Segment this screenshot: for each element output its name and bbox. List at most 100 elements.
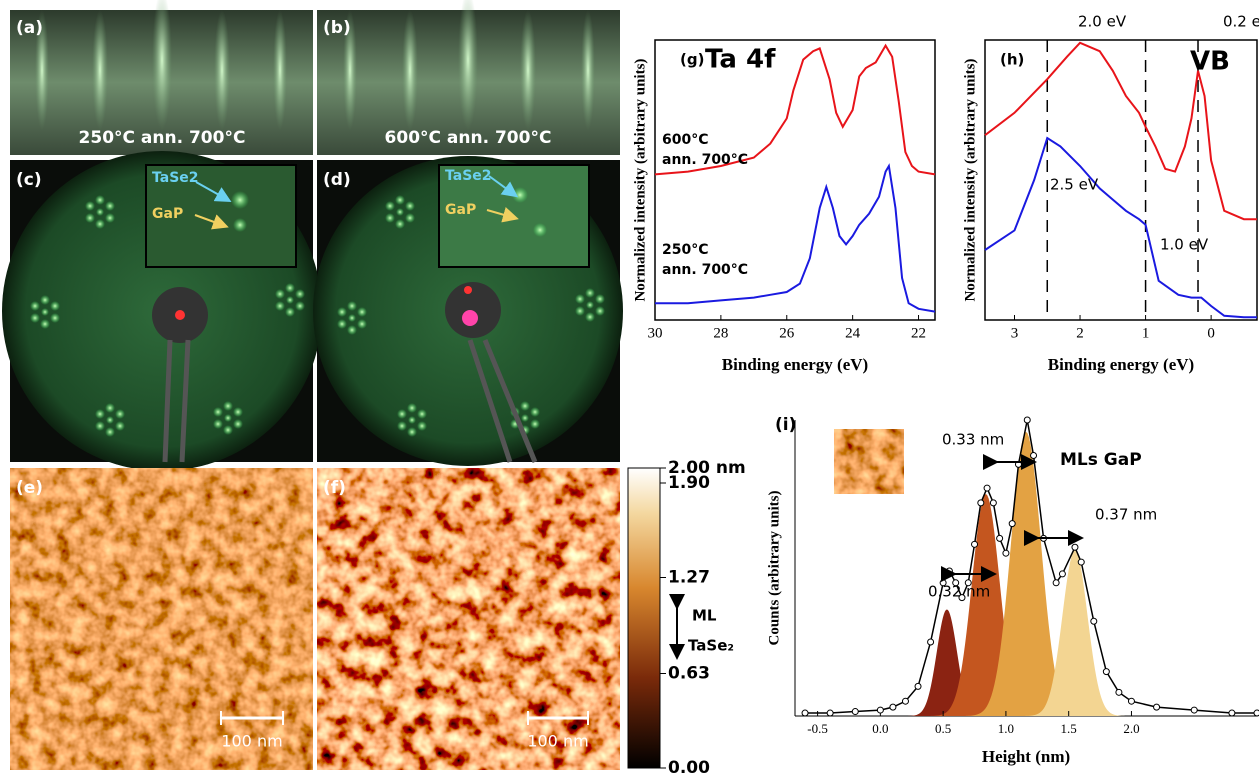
chart: -0.5 0.0 0.5 1.0 1.5 2.0 (i) MLs GaP 0.32 nm 0.33…: [766, 415, 1259, 766]
data-point: [1071, 543, 1079, 551]
x-axis-label: Binding energy (eV): [1048, 355, 1194, 374]
annotation: 0.2 eV: [1223, 13, 1259, 31]
x-tick-label: 2: [1076, 325, 1084, 341]
data-point: [958, 594, 966, 602]
annotation: GaP: [152, 206, 183, 222]
panel-label: (c): [16, 170, 42, 190]
x-tick-label: 0.0: [872, 721, 888, 736]
y-axis-label: Normalized intensity (arbitrary units): [962, 59, 978, 302]
stm-f: 100 nm (f): [317, 468, 620, 770]
x-tick-label: 30: [648, 325, 663, 341]
x-tick-label: 24: [845, 325, 861, 341]
panel-label: (g): [680, 51, 704, 69]
x-tick-label: 26: [779, 325, 795, 341]
y-axis-label: Normalized intensity (arbitrary units): [632, 59, 648, 302]
chart-title: Ta 4f: [705, 45, 776, 75]
tick-label: 0.00: [668, 758, 710, 773]
data-point: [851, 708, 859, 716]
annotation: 1.0 eV: [1160, 236, 1209, 254]
line: [984, 41, 1257, 221]
stm-e: 100 nm (e): [10, 468, 313, 770]
data-point: [1002, 549, 1010, 557]
data-point: [1023, 416, 1031, 424]
x-tick-label: 1.5: [1061, 721, 1077, 736]
caption: 600°C ann. 700°C: [385, 128, 552, 148]
data-point: [989, 499, 997, 507]
data-point: [996, 534, 1004, 542]
panel-label: (i): [775, 415, 796, 435]
data-point: [1058, 570, 1066, 578]
series-label: 600°C: [662, 132, 709, 148]
line: [654, 43, 936, 176]
data-point: [1153, 703, 1161, 711]
annotation: 2.0 eV: [1078, 13, 1127, 31]
data-point: [1253, 709, 1259, 717]
panel-label: (b): [323, 18, 351, 38]
annotation: TaSe2: [445, 168, 492, 184]
leed-d: TaSe2 GaP (d): [313, 156, 623, 466]
x-tick-label: 1.0: [998, 721, 1014, 736]
x-tick-label: 28: [713, 325, 728, 341]
y-axis-label: Counts (arbitrary units): [766, 490, 782, 645]
tick-label: 1.90: [668, 473, 710, 493]
tick-label: 1.27: [668, 568, 710, 588]
series-label: ann. 700°C: [662, 152, 748, 168]
data-point: [1102, 668, 1110, 676]
panel-label: (f): [323, 478, 346, 498]
x-tick-label: 22: [911, 325, 926, 341]
data-point: [983, 484, 991, 492]
annotation: ML: [692, 607, 717, 625]
inset-image: [834, 429, 904, 494]
annotation: GaP: [445, 202, 476, 218]
data-point: [1077, 558, 1085, 566]
tick-label: 0.63: [668, 664, 710, 684]
data-point: [1127, 697, 1135, 705]
data-point: [1190, 706, 1198, 714]
component: [906, 609, 988, 716]
x-axis-label: Height (nm): [982, 747, 1070, 766]
x-tick-label: 2.0: [1123, 721, 1139, 736]
data-point: [801, 709, 809, 717]
scale-bar-label: 100 nm: [527, 732, 588, 751]
annotation: 0.33 nm: [942, 431, 1004, 449]
line: [655, 163, 936, 313]
chart-title: VB: [1190, 47, 1230, 77]
series-label: 250°C: [662, 242, 709, 258]
data-point: [1090, 617, 1098, 625]
data-point: [977, 499, 985, 507]
data-point: [971, 540, 979, 548]
data-point: [876, 706, 884, 714]
chart: 3 2 1 0 (h) VB 2.0 eV 0.2 eV 2.5 eV 1.0 eV Binding…: [962, 13, 1259, 374]
series-label: ann. 700°C: [662, 262, 748, 278]
data-point: [1030, 452, 1038, 460]
data-point: [826, 709, 834, 717]
annotation: 0.32 nm: [928, 583, 990, 601]
data-point: [1115, 688, 1123, 696]
caption: 250°C ann. 700°C: [79, 128, 246, 148]
tick-label: 2.00 nm: [668, 458, 746, 478]
plot-frame: [654, 39, 936, 321]
component: [930, 494, 1042, 716]
plot-frame: [984, 39, 1258, 321]
annotation: 2.5 eV: [1050, 176, 1099, 194]
component: [965, 431, 1087, 716]
colorbar: [627, 467, 661, 769]
panel-label: (d): [323, 170, 351, 190]
data-point: [945, 567, 953, 575]
x-tick-label: 1: [1142, 325, 1150, 341]
panel-label: (e): [16, 478, 43, 498]
data-point: [1052, 579, 1060, 587]
x-tick-label: 0.5: [935, 721, 951, 736]
panel-label: (a): [16, 18, 43, 38]
x-axis-label: Binding energy (eV): [722, 355, 868, 374]
rheed-b: (b) 600°C ann. 700°C: [317, 0, 620, 155]
line: [984, 136, 1257, 319]
x-tick-label: 3: [1011, 325, 1019, 341]
data-point: [927, 638, 935, 646]
annotation: TaSe₂: [688, 637, 734, 655]
data-point: [889, 703, 897, 711]
component: [1024, 550, 1126, 716]
data-point: [901, 697, 909, 705]
annotation: 0.37 nm: [1095, 506, 1157, 524]
